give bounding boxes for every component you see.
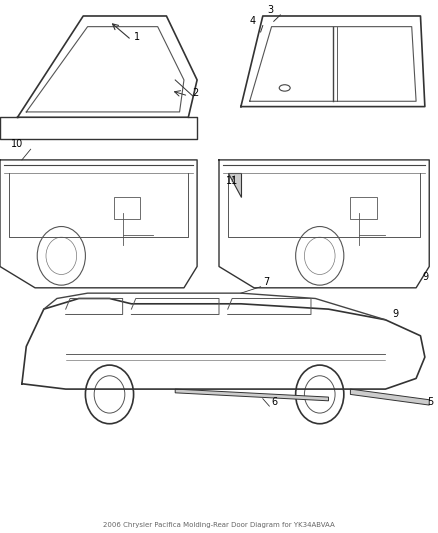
- Text: 7: 7: [263, 277, 269, 287]
- Polygon shape: [175, 389, 328, 401]
- Bar: [350, 197, 377, 219]
- Text: 10: 10: [11, 139, 23, 149]
- Text: 5: 5: [427, 397, 433, 407]
- Bar: [114, 197, 140, 219]
- Text: 9: 9: [392, 309, 398, 319]
- Text: 4: 4: [250, 16, 256, 26]
- Text: 3: 3: [267, 5, 273, 15]
- Polygon shape: [350, 389, 429, 405]
- Polygon shape: [228, 173, 241, 197]
- Text: 11: 11: [226, 176, 238, 186]
- Text: 2: 2: [193, 88, 199, 98]
- Text: 2006 Chrysler Pacifica Molding-Rear Door Diagram for YK34ABVAA: 2006 Chrysler Pacifica Molding-Rear Door…: [103, 522, 335, 528]
- Text: 9: 9: [423, 272, 429, 282]
- Text: 1: 1: [134, 32, 140, 42]
- Text: 6: 6: [272, 397, 278, 407]
